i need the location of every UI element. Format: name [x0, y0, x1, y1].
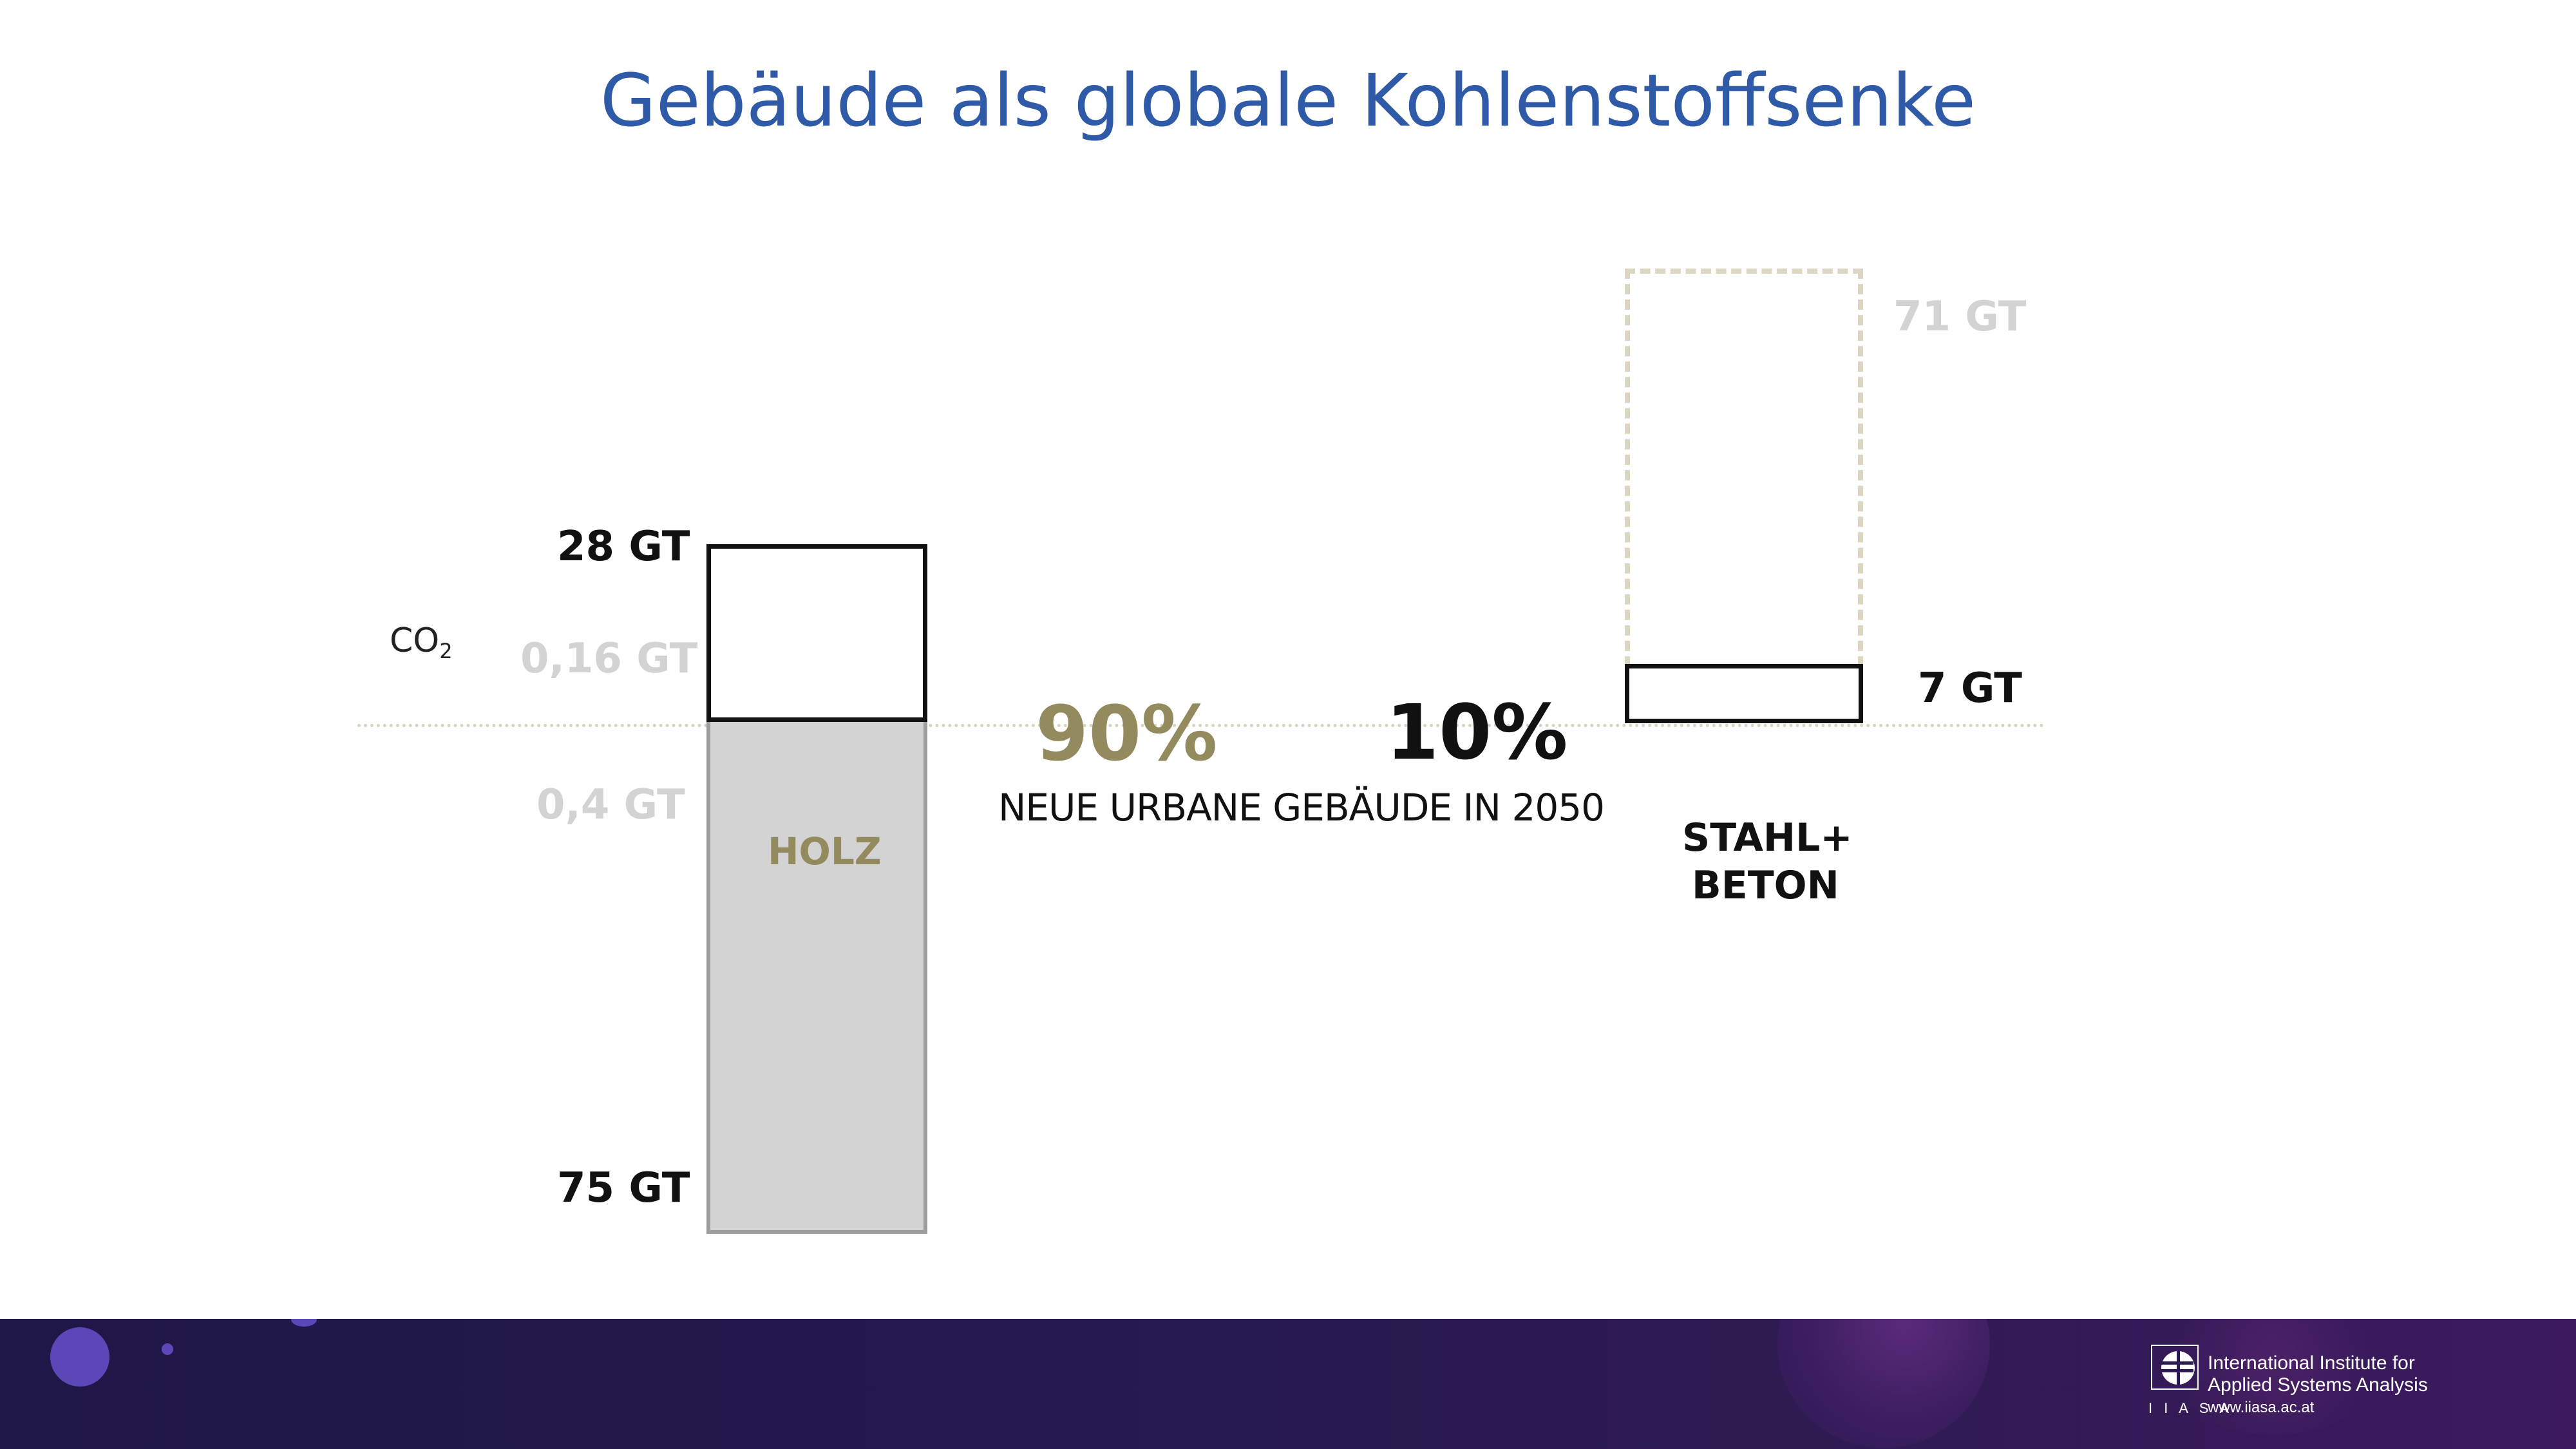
decor-circle-tiny [291, 1319, 317, 1327]
holz-lower-light-value: 0,4 GT [536, 781, 685, 829]
footer-band: I I A S A International Institute for Ap… [0, 1319, 2576, 1449]
stahl-beton-label-line1: STAHL+ [1682, 815, 1853, 860]
baseline-dotted-line [357, 724, 2045, 727]
stahl-beton-value: 7 GT [1918, 665, 2022, 712]
decor-circle-large [50, 1327, 109, 1387]
holz-top-value: 28 GT [557, 523, 690, 571]
co2-label: CO2 [390, 621, 453, 663]
decor-circle-glow [1777, 1319, 1990, 1448]
stahl-beton-potential-dashed-box [1625, 269, 1863, 667]
iiasa-globe-icon [2151, 1345, 2199, 1390]
holz-emission-box [706, 544, 927, 722]
holz-storage-bar [706, 722, 927, 1234]
logo-line2: Applied Systems Analysis [2208, 1374, 2428, 1396]
stahl-beton-emission-box [1625, 664, 1863, 723]
logo-url: www.iiasa.ac.at [2208, 1399, 2315, 1416]
logo-abbr: I I A S A [2148, 1400, 2233, 1416]
holz-upper-light-value: 0,16 GT [520, 635, 698, 683]
co2-subscript: 2 [439, 639, 453, 663]
stahl-beton-label-line2: BETON [1692, 863, 1839, 908]
holz-share: 90% [1036, 689, 1218, 778]
logo-line1: International Institute for [2208, 1352, 2415, 1374]
stahl-beton-potential-value: 71 GT [1893, 293, 2027, 341]
holz-label: HOLZ [768, 829, 882, 873]
page-title: Gebäude als globale Kohlenstoffsenke [600, 59, 1976, 143]
co2-text: CO [390, 621, 440, 660]
holz-bottom-value: 75 GT [557, 1164, 690, 1212]
stahl-beton-share: 10% [1386, 688, 1568, 777]
decor-circle-small [162, 1343, 173, 1355]
chart-subtitle: NEUE URBANE GEBÄUDE IN 2050 [998, 786, 1605, 829]
